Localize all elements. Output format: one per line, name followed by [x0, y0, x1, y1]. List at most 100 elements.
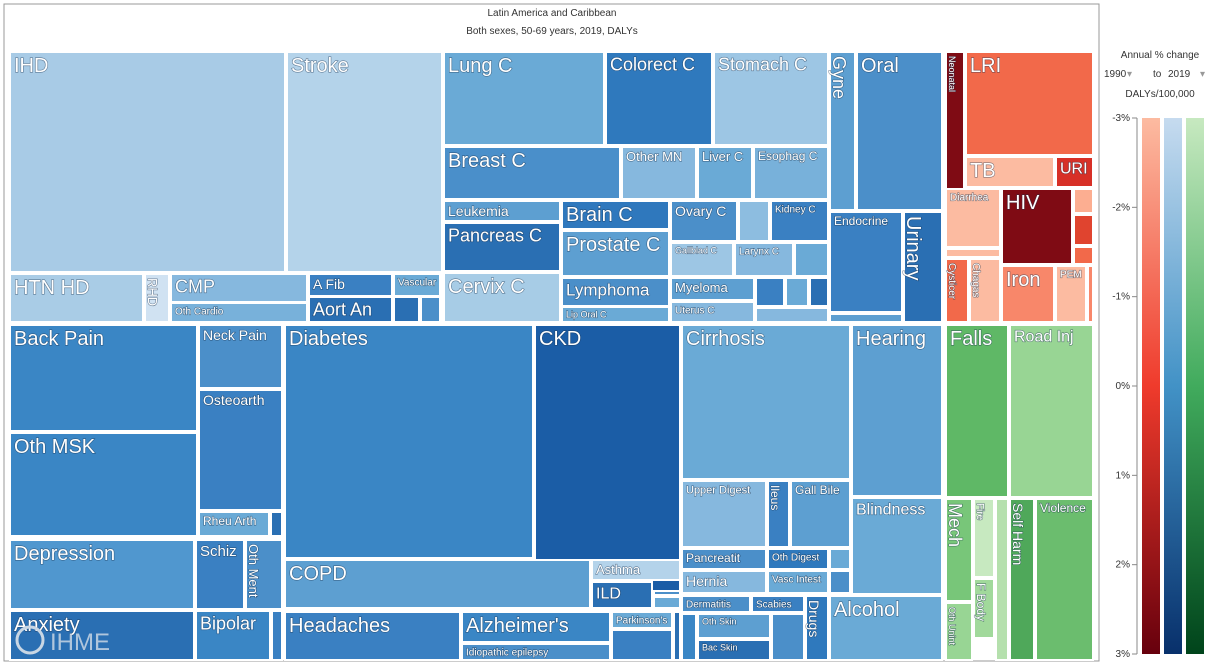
cell	[681, 480, 767, 548]
legend-title: Annual % change	[1121, 50, 1200, 61]
cell-label: Myeloma	[675, 280, 729, 295]
cell-label: Blindness	[856, 502, 925, 519]
legend-tick-label: -2%	[1112, 202, 1130, 213]
cell	[965, 51, 1094, 156]
cell	[829, 570, 851, 594]
cell	[973, 498, 995, 578]
cell	[790, 480, 851, 548]
cell	[670, 200, 738, 242]
cell-label: Rheu Arth	[203, 514, 256, 528]
cell	[681, 548, 767, 570]
legend-tick-label: 2%	[1116, 560, 1131, 571]
cell	[771, 613, 805, 661]
cell	[1087, 265, 1094, 323]
cell	[561, 200, 670, 230]
legend-to[interactable]: 2019	[1168, 69, 1191, 80]
dropdown-arrow[interactable]: ▾	[1127, 69, 1132, 80]
cell-label: Urinary	[902, 216, 924, 280]
cell	[809, 277, 829, 307]
cell	[995, 498, 1009, 661]
cell	[286, 51, 443, 273]
cell	[9, 51, 286, 273]
cell-label: Neonatal	[947, 56, 957, 92]
cell	[9, 273, 144, 323]
legend-tick-label: 0%	[1116, 381, 1131, 392]
cell-label: RHD	[145, 278, 160, 306]
cell-label: Upper Digest	[686, 484, 750, 496]
cell	[734, 242, 794, 277]
cell	[903, 211, 943, 323]
cell	[195, 610, 271, 661]
legend-from[interactable]: 1990	[1104, 69, 1127, 80]
cell-label: Chagas	[970, 263, 981, 297]
cell	[284, 559, 591, 609]
cell-label: Kidney C	[775, 205, 816, 216]
cell	[673, 611, 681, 661]
cell-label: ILD	[596, 586, 621, 603]
cell-label: Other MN	[626, 149, 682, 164]
cell	[9, 539, 195, 610]
cell-label: Self Harm	[1010, 503, 1026, 565]
cell	[195, 539, 245, 610]
cell	[767, 480, 790, 548]
cell	[738, 200, 770, 242]
cell	[670, 301, 755, 323]
cell	[1073, 214, 1094, 246]
cell-label: Oral	[861, 55, 899, 77]
cell	[420, 296, 441, 323]
cell-label: Gall Bile	[795, 483, 840, 497]
cell	[621, 146, 697, 200]
cell	[653, 596, 681, 609]
cell	[945, 258, 969, 323]
cell	[534, 324, 681, 592]
cell-label: Larynx C	[739, 247, 779, 258]
cell-label: Lymphoma	[566, 280, 650, 299]
cell	[461, 611, 611, 643]
cell	[856, 51, 943, 211]
cell-label: Oth Unint	[947, 607, 957, 646]
cell-label: Alcohol	[834, 599, 900, 621]
cell-label: Gyne	[829, 56, 849, 99]
cell	[611, 611, 673, 629]
cell	[945, 248, 1001, 258]
cell-label: Schiz	[200, 543, 237, 560]
cell-label: Cysticer	[946, 263, 957, 300]
cell-label: Uterus C	[675, 306, 714, 317]
cell-label: Scabies	[756, 600, 792, 611]
cell-label: Anxiety	[14, 614, 80, 636]
cell	[1055, 265, 1087, 323]
cell	[681, 613, 697, 661]
green-scale	[1186, 118, 1204, 654]
cell	[591, 581, 653, 609]
cell	[681, 595, 751, 613]
cell-label: Stomach C	[718, 54, 807, 74]
cell	[755, 277, 785, 307]
cell	[829, 313, 903, 323]
cell	[945, 188, 1001, 248]
cell-label: Back Pain	[14, 328, 104, 350]
cell-label: CMP	[175, 276, 215, 296]
cell	[591, 559, 681, 581]
cell	[561, 230, 670, 277]
cell-label: Bac Skin	[702, 643, 738, 653]
cell-label: Oth Cardio	[175, 307, 224, 318]
dropdown-arrow[interactable]: ▾	[1200, 69, 1205, 80]
cell	[144, 273, 170, 323]
cell-label: Iron	[1006, 269, 1040, 291]
cell	[829, 548, 851, 570]
cell	[945, 602, 973, 661]
cell	[443, 146, 621, 200]
cell	[785, 277, 809, 307]
cell	[443, 200, 561, 222]
cell-label: Asthma	[596, 562, 641, 577]
cell	[393, 273, 441, 297]
cell	[170, 302, 308, 323]
cell-label: Diabetes	[289, 328, 368, 350]
logo: IHME	[15, 625, 110, 656]
cell-label: Diarrhea	[950, 193, 989, 204]
cell	[245, 539, 283, 610]
legend-tick-label: -3%	[1112, 113, 1130, 124]
cell-label: Osteoarth	[203, 392, 264, 408]
cell-label: CKD	[539, 328, 581, 350]
